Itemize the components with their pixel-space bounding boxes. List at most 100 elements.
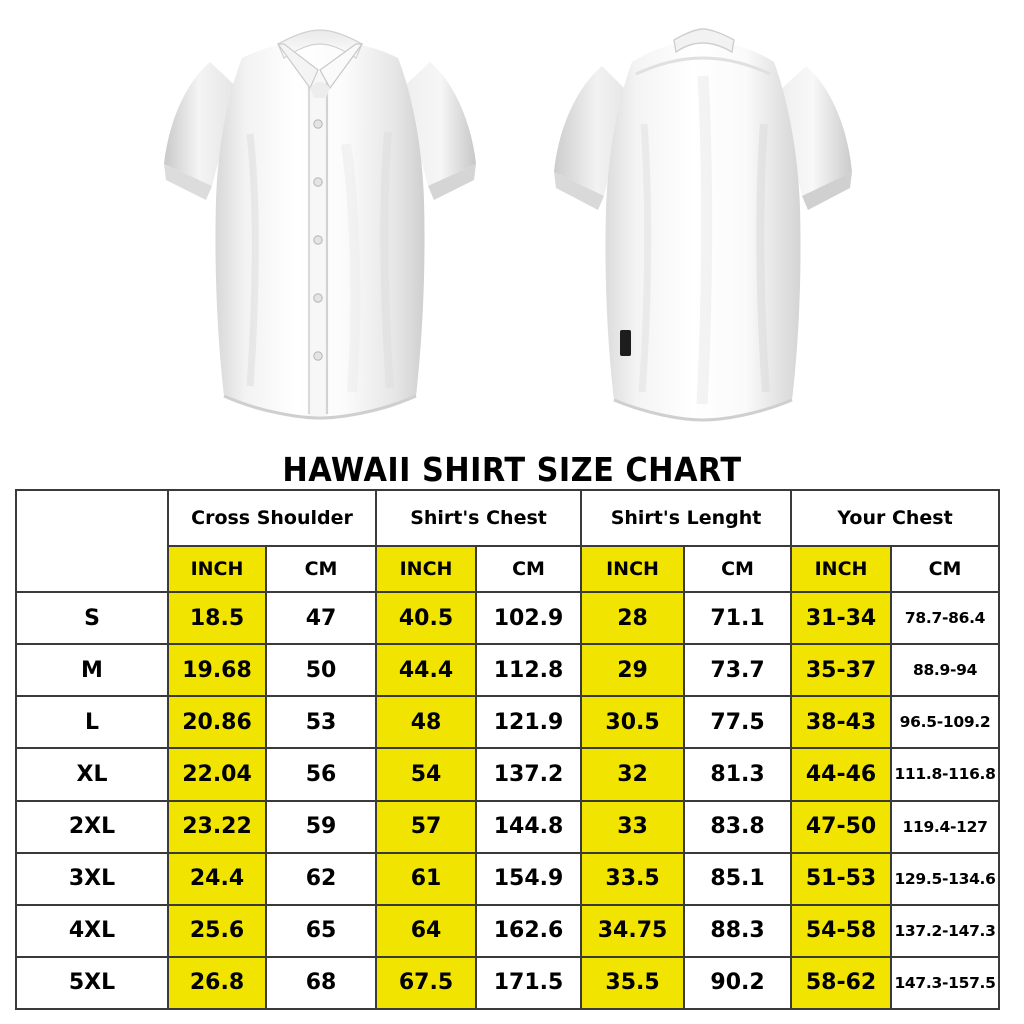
unit-header-cross-shoulder-inch: INCH — [167, 545, 267, 593]
cell-your-chest-inch: 44-46 — [790, 747, 893, 802]
cell-your-chest-cm: 96.5-109.2 — [890, 695, 1001, 750]
unit-header-row: INCH CM INCH CM INCH CM INCH CM — [16, 545, 1001, 593]
cell-cross-shoulder-cm: 53 — [264, 695, 378, 750]
table-row: L 20.86 53 48 121.9 30.5 77.5 38-43 96.5… — [15, 695, 1001, 750]
size-label: 4XL — [15, 903, 169, 958]
table-row: 2XL 23.22 59 57 144.8 33 83.8 47-50 119.… — [15, 799, 1001, 854]
size-label: 3XL — [15, 851, 169, 906]
cell-your-chest-inch: 47-50 — [790, 799, 893, 854]
table-row: M 19.68 50 44.4 112.8 29 73.7 35-37 88.9… — [15, 643, 1001, 698]
cell-cross-shoulder-inch: 19.68 — [167, 643, 267, 698]
cell-cross-shoulder-inch: 26.8 — [167, 955, 267, 1011]
cell-your-chest-cm: 88.9-94 — [890, 643, 1001, 698]
shirt-back-image — [532, 14, 872, 434]
cell-cross-shoulder-inch: 22.04 — [167, 747, 267, 802]
cell-your-chest-inch: 31-34 — [790, 590, 893, 646]
cell-your-chest-inch: 51-53 — [790, 851, 893, 906]
cell-shirts-lenght-cm: 73.7 — [683, 643, 793, 698]
cell-cross-shoulder-inch: 25.6 — [167, 903, 267, 958]
table-body: S 18.5 47 40.5 102.9 28 71.1 31-34 78.7-… — [15, 590, 1001, 1011]
cell-your-chest-inch: 35-37 — [790, 643, 893, 698]
cell-shirts-chest-inch: 61 — [375, 851, 478, 906]
table-row: XL 22.04 56 54 137.2 32 81.3 44-46 111.8… — [15, 747, 1001, 802]
cell-shirts-lenght-cm: 90.2 — [683, 955, 793, 1011]
cell-shirts-lenght-cm: 85.1 — [683, 851, 793, 906]
cell-shirts-chest-inch: 57 — [375, 799, 478, 854]
cell-shirts-chest-cm: 112.8 — [475, 643, 583, 698]
shirt-front-illustration — [164, 29, 476, 420]
cell-shirts-lenght-cm: 81.3 — [683, 747, 793, 802]
unit-header-your-chest-inch: INCH — [790, 545, 893, 593]
size-chart-table-container: Cross Shoulder Shirt's Chest Shirt's Len… — [15, 489, 1001, 1011]
cell-shirts-lenght-inch: 35.5 — [580, 955, 686, 1011]
unit-header-shirts-lenght-cm: CM — [683, 545, 793, 593]
cell-your-chest-cm: 78.7-86.4 — [890, 590, 1001, 646]
size-label: XL — [15, 747, 169, 802]
page-title: HAWAII SHIRT SIZE CHART — [282, 450, 742, 489]
cell-shirts-lenght-inch: 33 — [580, 799, 686, 854]
unit-header-shirts-chest-cm: CM — [475, 545, 583, 593]
cell-your-chest-inch: 38-43 — [790, 695, 893, 750]
cell-cross-shoulder-cm: 62 — [264, 851, 378, 906]
table-row: 5XL 26.8 68 67.5 171.5 35.5 90.2 58-62 1… — [15, 955, 1001, 1011]
cell-shirts-chest-inch: 67.5 — [375, 955, 478, 1011]
group-header-row: Cross Shoulder Shirt's Chest Shirt's Len… — [15, 489, 1001, 593]
cell-shirts-chest-cm: 162.6 — [475, 903, 583, 958]
cell-cross-shoulder-inch: 18.5 — [167, 590, 267, 646]
size-chart-table: Cross Shoulder Shirt's Chest Shirt's Len… — [15, 489, 1001, 1011]
cell-shirts-lenght-inch: 28 — [580, 590, 686, 646]
shirt-back-illustration — [554, 28, 852, 422]
cell-shirts-chest-inch: 64 — [375, 903, 478, 958]
cell-shirts-chest-cm: 121.9 — [475, 695, 583, 750]
cell-shirts-lenght-cm: 83.8 — [683, 799, 793, 854]
cell-shirts-chest-cm: 171.5 — [475, 955, 583, 1011]
cell-shirts-chest-cm: 102.9 — [475, 590, 583, 646]
table-row: S 18.5 47 40.5 102.9 28 71.1 31-34 78.7-… — [15, 590, 1001, 646]
cell-your-chest-cm: 129.5-134.6 — [890, 851, 1001, 906]
cell-cross-shoulder-cm: 56 — [264, 747, 378, 802]
cell-your-chest-cm: 137.2-147.3 — [890, 903, 1001, 958]
side-label-tag — [620, 330, 631, 356]
cell-shirts-chest-cm: 144.8 — [475, 799, 583, 854]
cell-shirts-lenght-inch: 34.75 — [580, 903, 686, 958]
cell-shirts-lenght-cm: 71.1 — [683, 590, 793, 646]
cell-shirts-chest-inch: 48 — [375, 695, 478, 750]
cell-your-chest-cm: 119.4-127 — [890, 799, 1001, 854]
cell-cross-shoulder-cm: 47 — [264, 590, 378, 646]
shirt-front-image — [150, 14, 490, 434]
unit-header-cross-shoulder-cm: CM — [264, 545, 378, 593]
cell-cross-shoulder-cm: 59 — [264, 799, 378, 854]
cell-shirts-chest-inch: 40.5 — [375, 590, 478, 646]
unit-header-shirts-chest-inch: INCH — [375, 545, 478, 593]
cell-cross-shoulder-inch: 23.22 — [167, 799, 267, 854]
table-row: 4XL 25.6 65 64 162.6 34.75 88.3 54-58 13… — [15, 903, 1001, 958]
cell-your-chest-inch: 54-58 — [790, 903, 893, 958]
cell-cross-shoulder-inch: 20.86 — [167, 695, 267, 750]
size-label: M — [15, 643, 169, 698]
table-row: 3XL 24.4 62 61 154.9 33.5 85.1 51-53 129… — [15, 851, 1001, 906]
cell-shirts-lenght-cm: 88.3 — [683, 903, 793, 958]
cell-shirts-lenght-inch: 32 — [580, 747, 686, 802]
cell-shirts-chest-cm: 137.2 — [475, 747, 583, 802]
cell-shirts-chest-cm: 154.9 — [475, 851, 583, 906]
cell-your-chest-cm: 147.3-157.5 — [890, 955, 1001, 1011]
cell-shirts-chest-inch: 44.4 — [375, 643, 478, 698]
unit-header-your-chest-cm: CM — [890, 545, 1001, 593]
size-label: 5XL — [15, 955, 169, 1011]
table-header: Cross Shoulder Shirt's Chest Shirt's Len… — [15, 489, 1001, 593]
group-header-shirts-chest: Shirt's Chest — [375, 489, 583, 547]
cell-cross-shoulder-inch: 24.4 — [167, 851, 267, 906]
product-images — [0, 0, 1024, 448]
cell-shirts-lenght-inch: 30.5 — [580, 695, 686, 750]
cell-shirts-lenght-cm: 77.5 — [683, 695, 793, 750]
group-header-your-chest: Your Chest — [790, 489, 1001, 547]
cell-shirts-chest-inch: 54 — [375, 747, 478, 802]
size-column-header — [15, 489, 169, 593]
unit-header-shirts-lenght-inch: INCH — [580, 545, 686, 593]
cell-cross-shoulder-cm: 50 — [264, 643, 378, 698]
cell-cross-shoulder-cm: 68 — [264, 955, 378, 1011]
group-header-shirts-lenght: Shirt's Lenght — [580, 489, 793, 547]
size-label: 2XL — [15, 799, 169, 854]
cell-your-chest-inch: 58-62 — [790, 955, 893, 1011]
